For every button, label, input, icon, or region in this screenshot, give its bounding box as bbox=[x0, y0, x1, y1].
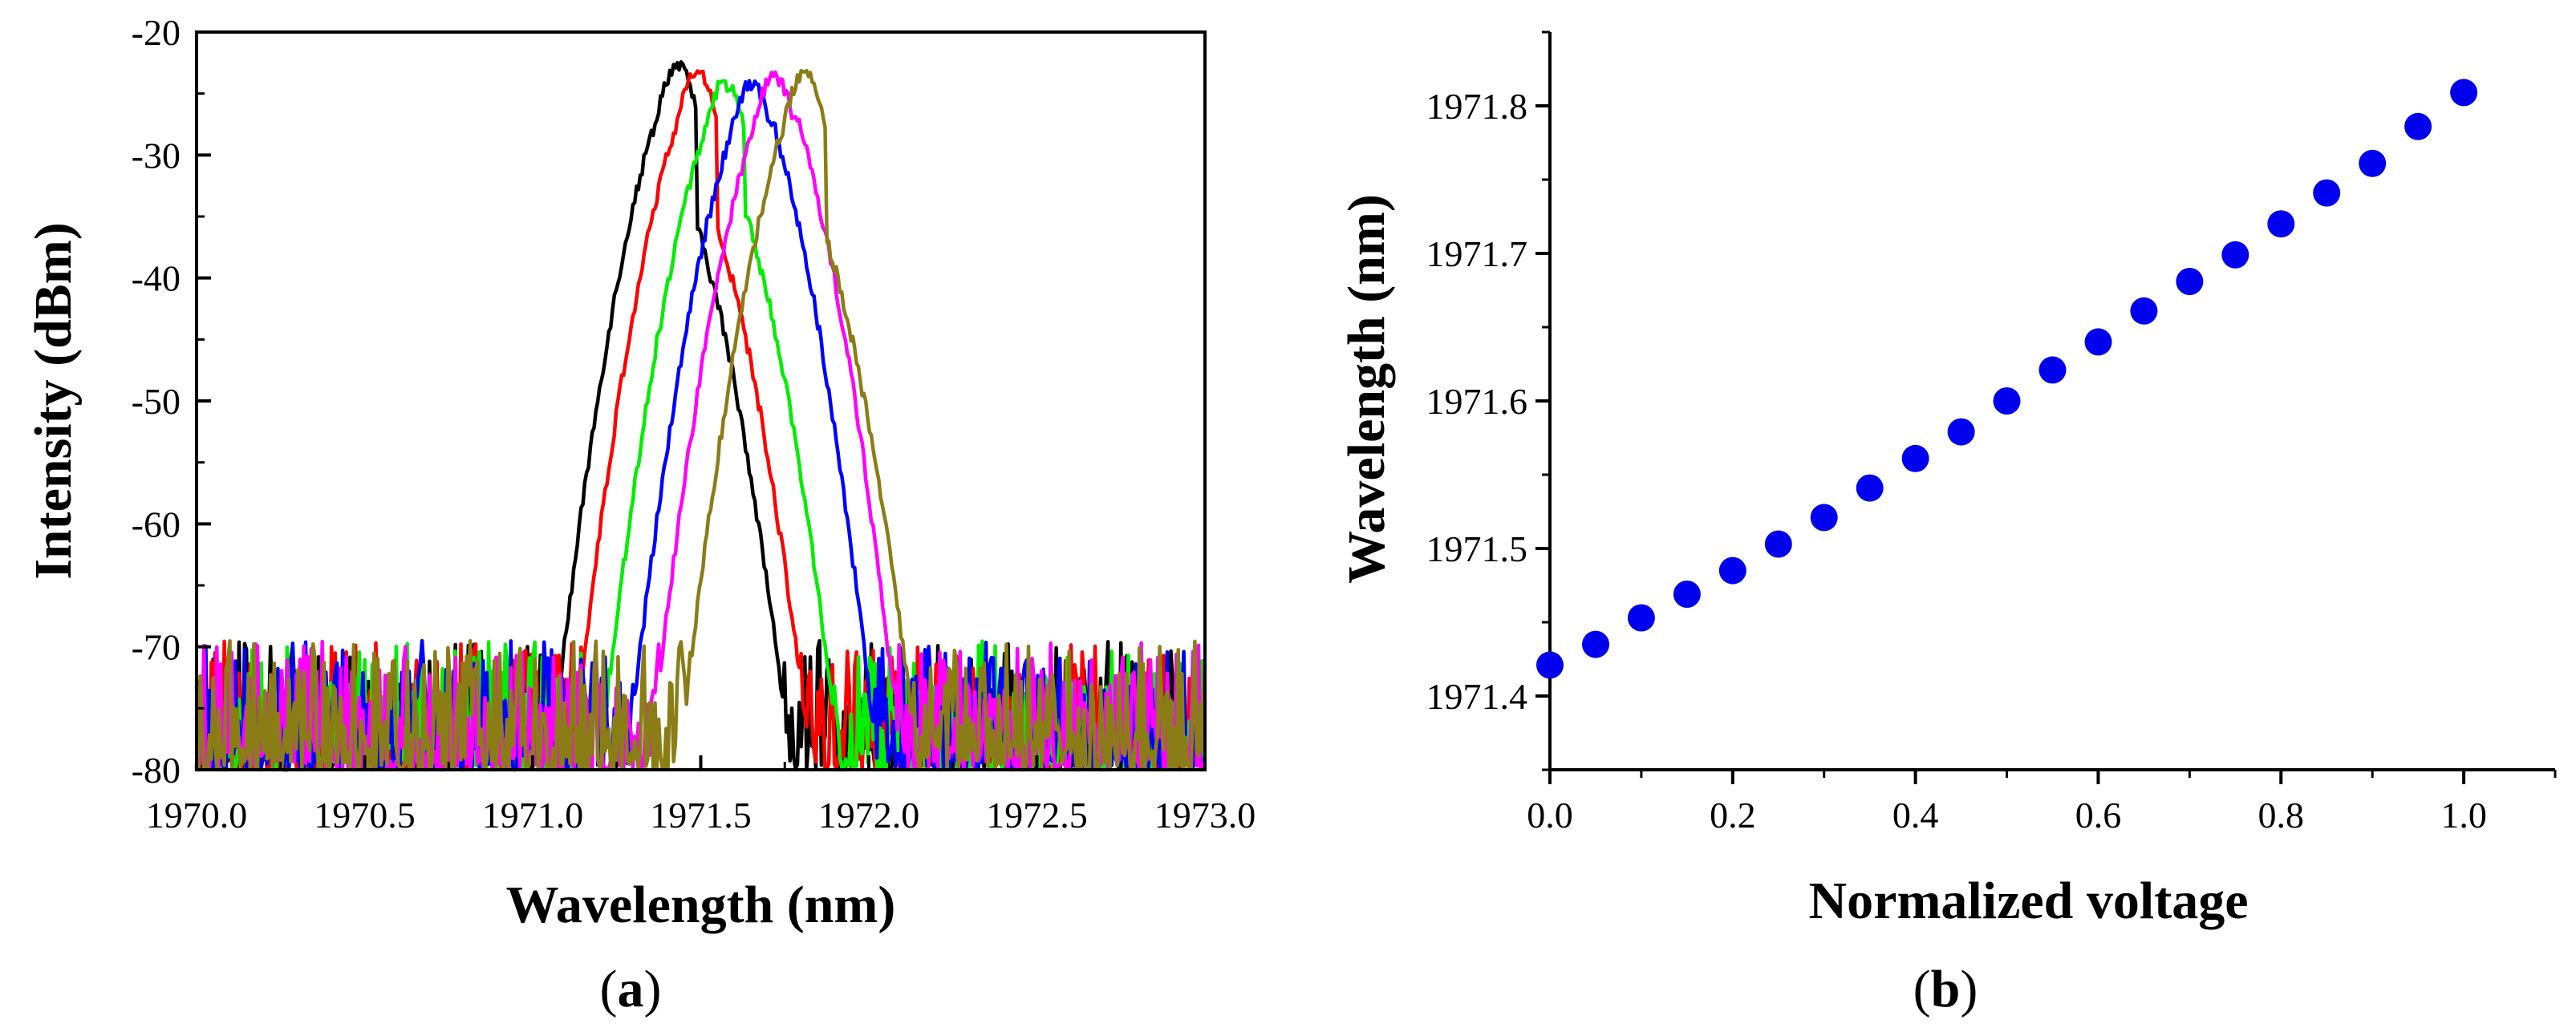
x-tick-label-b: 0.8 bbox=[2258, 795, 2305, 836]
data-point bbox=[2221, 241, 2249, 269]
y-tick-label-b: 1971.7 bbox=[1426, 233, 1528, 274]
y-tick-label-b: 1971.4 bbox=[1426, 676, 1528, 717]
data-point bbox=[1536, 651, 1564, 679]
data-point bbox=[1627, 604, 1655, 632]
x-tick-label-b: 0.6 bbox=[2075, 795, 2122, 836]
y-tick-label-a: -70 bbox=[132, 627, 181, 668]
data-point bbox=[2084, 328, 2112, 356]
data-point bbox=[1764, 530, 1792, 558]
data-point bbox=[2176, 268, 2204, 295]
data-point bbox=[1901, 444, 1929, 472]
caption-a-close: ) bbox=[644, 960, 662, 1018]
caption-b-close: ) bbox=[1960, 960, 1978, 1018]
x-tick-label-b: 0.0 bbox=[1527, 795, 1573, 836]
data-point bbox=[2450, 79, 2478, 107]
panel-b: 0.0 0.2 0.4 0.6 0.8 1.0 1971.4 1971.5 1971.6 1971… bbox=[1337, 30, 2557, 1018]
caption-a-letter: a bbox=[618, 960, 644, 1018]
caption-a-open: ( bbox=[600, 960, 618, 1018]
y-tick-label-a: -60 bbox=[132, 504, 181, 544]
data-point bbox=[1947, 418, 1975, 446]
x-tick-label-a: 1972.0 bbox=[818, 795, 920, 836]
data-point bbox=[1856, 474, 1884, 502]
caption-b: (b) bbox=[1913, 960, 1978, 1018]
data-point bbox=[1718, 556, 1746, 585]
spectrum-line-5 bbox=[194, 70, 1207, 772]
y-tick-label-b: 1971.8 bbox=[1426, 86, 1528, 127]
data-point bbox=[1810, 504, 1838, 532]
x-tick-label-b: 0.4 bbox=[1892, 795, 1939, 836]
y-tick-label-a: -80 bbox=[132, 750, 181, 791]
caption-b-open: ( bbox=[1913, 960, 1931, 1018]
y-tick-label-b: 1971.5 bbox=[1426, 528, 1528, 569]
caption-a: (a) bbox=[600, 960, 662, 1018]
panel-a: 1970.0 1970.5 1971.0 1971.5 1972.0 1972.5 1973… bbox=[24, 12, 1256, 1018]
x-tick-label-a: 1973.0 bbox=[1154, 795, 1256, 836]
x-axis-label-a: Wavelength (nm) bbox=[506, 876, 896, 934]
data-point bbox=[1673, 581, 1701, 608]
spectrum-line-6 bbox=[194, 68, 1207, 772]
y-tick-label-a: -50 bbox=[132, 381, 181, 422]
x-tick-label-a: 1971.5 bbox=[650, 795, 752, 836]
data-point bbox=[2130, 297, 2158, 325]
data-point bbox=[2038, 356, 2067, 384]
data-point bbox=[1582, 630, 1609, 658]
x-tick-label-b: 1.0 bbox=[2440, 795, 2487, 836]
x-tick-label-a: 1970.0 bbox=[146, 795, 248, 836]
caption-b-letter: b bbox=[1931, 960, 1961, 1018]
y-axis-label-b: Wavelength (nm) bbox=[1337, 194, 1396, 584]
y-tick-label-a: -20 bbox=[132, 12, 181, 53]
y-tick-label-a: -40 bbox=[132, 258, 181, 299]
data-point bbox=[2404, 112, 2432, 140]
x-tick-label-a: 1971.0 bbox=[482, 795, 584, 836]
data-point bbox=[1993, 387, 2021, 415]
data-point bbox=[2359, 149, 2387, 177]
y-tick-label-a: -30 bbox=[132, 135, 181, 176]
y-axis-label-a: Intensity (dBm) bbox=[24, 222, 83, 580]
x-tick-label-a: 1970.5 bbox=[314, 795, 416, 836]
x-tick-label-b: 0.2 bbox=[1710, 795, 1756, 836]
data-point bbox=[2313, 179, 2341, 207]
y-tick-label-b: 1971.6 bbox=[1426, 381, 1528, 422]
x-tick-label-a: 1972.5 bbox=[986, 795, 1088, 836]
x-axis-label-b: Normalized voltage bbox=[1808, 872, 2248, 930]
data-point bbox=[2267, 210, 2295, 238]
